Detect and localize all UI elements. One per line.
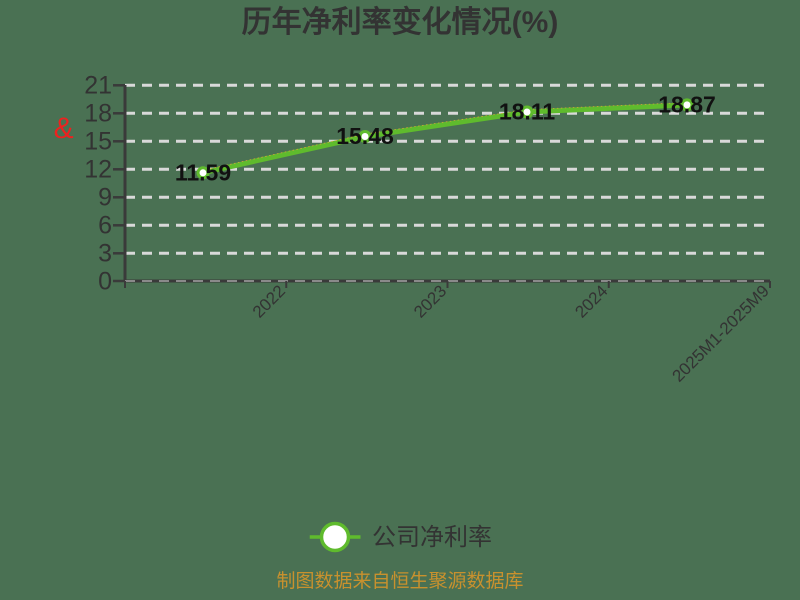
svg-text:12: 12 — [84, 156, 112, 184]
svg-text:18: 18 — [84, 100, 112, 128]
svg-text:15.48: 15.48 — [336, 123, 394, 149]
svg-text:18.87: 18.87 — [658, 92, 716, 118]
svg-text:15: 15 — [84, 128, 112, 156]
svg-text:公司净利率: 公司净利率 — [372, 524, 492, 551]
svg-text:制图数据来自恒生聚源数据库: 制图数据来自恒生聚源数据库 — [276, 570, 523, 592]
svg-text:0: 0 — [98, 268, 112, 296]
svg-text:11.59: 11.59 — [175, 160, 231, 186]
svg-text:3: 3 — [98, 240, 112, 268]
svg-text:9: 9 — [98, 184, 112, 212]
svg-text:6: 6 — [98, 212, 112, 240]
svg-text:历年净利率变化情况(%): 历年净利率变化情况(%) — [242, 5, 559, 39]
svg-text:18.11: 18.11 — [499, 99, 555, 125]
svg-text:21: 21 — [84, 72, 112, 100]
svg-text:&: & — [54, 112, 74, 145]
